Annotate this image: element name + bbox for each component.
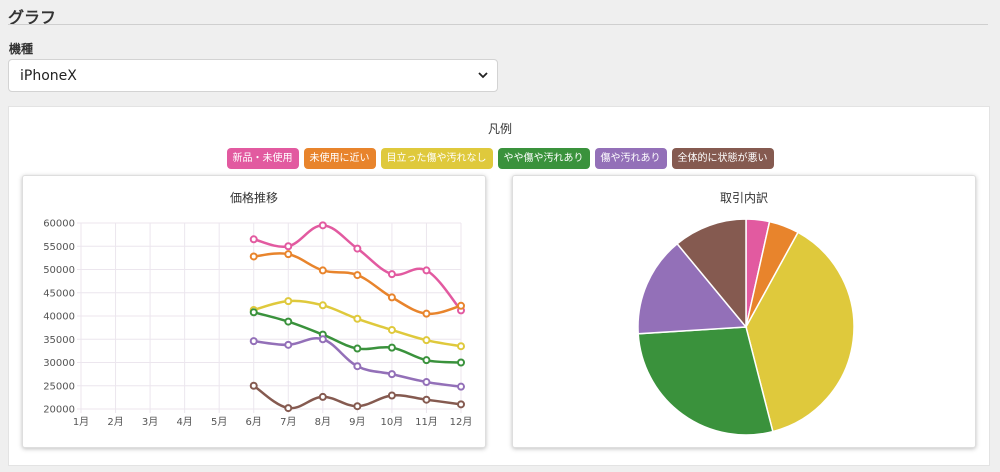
data-point[interactable]	[457, 301, 465, 310]
x-tick-label: 10月	[381, 416, 404, 428]
legend-item[interactable]: 新品・未使用	[226, 148, 299, 169]
data-point[interactable]	[249, 235, 258, 244]
data-point[interactable]	[249, 252, 258, 261]
data-point[interactable]	[284, 242, 293, 251]
data-point[interactable]	[457, 400, 465, 409]
data-point[interactable]	[318, 335, 327, 344]
legend-item[interactable]: 未使用に近い	[303, 148, 376, 169]
data-point[interactable]	[422, 309, 431, 318]
model-select-value: iPhoneX	[20, 67, 77, 84]
data-point[interactable]	[457, 342, 465, 351]
data-point[interactable]	[422, 266, 431, 275]
data-point[interactable]	[318, 301, 327, 310]
legend-item[interactable]: 目立った傷や汚れなし	[380, 148, 493, 169]
y-tick-label: 60000	[43, 219, 75, 230]
data-point[interactable]	[284, 340, 293, 349]
transaction-breakdown-chart	[637, 218, 855, 436]
price-trend-chart: 20000 25000 30000 35000 40000 45000 50000 55000…	[43, 219, 473, 429]
y-tick-label: 20000	[43, 405, 75, 416]
data-point[interactable]	[387, 370, 396, 379]
data-point[interactable]	[284, 250, 293, 259]
data-point[interactable]	[457, 358, 465, 367]
pie-slice[interactable]	[637, 242, 748, 335]
data-point[interactable]	[353, 402, 362, 411]
data-point[interactable]	[457, 382, 465, 391]
x-tick-label: 6月	[246, 416, 262, 428]
x-tick-label: 9月	[349, 416, 365, 428]
data-point[interactable]	[353, 271, 362, 280]
data-point[interactable]	[284, 297, 293, 306]
x-tick-label: 3月	[142, 416, 158, 428]
data-point[interactable]	[353, 244, 362, 253]
y-tick-label: 40000	[43, 312, 75, 323]
data-point[interactable]	[422, 336, 431, 345]
grid	[77, 222, 462, 413]
data-point[interactable]	[318, 221, 327, 230]
y-tick-label: 30000	[43, 358, 75, 369]
legend: 新品・未使用 未使用に近い 目立った傷や汚れなし やや傷や汚れあり 傷や汚れあり 全体的に…	[0, 148, 1000, 169]
data-point[interactable]	[284, 317, 293, 326]
x-tick-label: 1月	[73, 416, 89, 428]
model-select-label: 機種	[9, 42, 34, 56]
legend-item[interactable]: 全体的に状態が悪い	[671, 148, 774, 169]
x-tick-label: 8月	[315, 416, 331, 428]
y-tick-label: 55000	[43, 242, 75, 253]
data-point[interactable]	[422, 356, 431, 365]
data-point[interactable]	[422, 378, 431, 387]
y-tick-label: 45000	[43, 288, 75, 299]
transaction-breakdown-card: 取引内訳	[512, 175, 976, 448]
x-tick-label: 12月	[450, 416, 473, 428]
pie-slice[interactable]	[637, 326, 774, 436]
data-point[interactable]	[318, 266, 327, 275]
x-tick-label: 5月	[211, 416, 227, 428]
model-select[interactable]: iPhoneX	[8, 59, 498, 92]
data-point[interactable]	[249, 308, 258, 317]
legend-title: 凡例	[487, 122, 512, 136]
y-tick-label: 35000	[43, 335, 75, 346]
data-point[interactable]	[387, 325, 396, 334]
transaction-breakdown-title: 取引内訳	[719, 191, 768, 205]
data-point[interactable]	[249, 381, 258, 390]
data-point[interactable]	[353, 344, 362, 353]
y-tick-label: 25000	[43, 381, 75, 392]
price-trend-title: 価格推移	[229, 191, 278, 205]
data-point[interactable]	[284, 404, 293, 413]
data-point[interactable]	[387, 391, 396, 400]
data-point[interactable]	[318, 392, 327, 401]
data-point[interactable]	[353, 314, 362, 323]
data-point[interactable]	[387, 270, 396, 279]
x-tick-label: 4月	[176, 416, 192, 428]
x-tick-label: 11月	[415, 416, 438, 428]
legend-item[interactable]: 傷や汚れあり	[594, 148, 667, 169]
x-tick-label: 2月	[107, 416, 123, 428]
data-point[interactable]	[422, 395, 431, 404]
page-title: グラフ	[8, 8, 57, 27]
chevron-down-icon	[478, 72, 488, 79]
pie-slice[interactable]	[745, 231, 855, 433]
x-tick-label: 7月	[280, 416, 296, 428]
data-point[interactable]	[249, 337, 258, 346]
pie-slice[interactable]	[676, 218, 747, 330]
legend-item[interactable]: やや傷や汚れあり	[497, 148, 590, 169]
data-point[interactable]	[387, 293, 396, 302]
title-divider	[8, 24, 988, 25]
data-point[interactable]	[353, 362, 362, 371]
data-point[interactable]	[387, 343, 396, 352]
y-tick-label: 50000	[43, 265, 75, 276]
price-trend-card: 価格推移 20000 25000 30000 35000 40000 45000 50000…	[22, 175, 486, 448]
